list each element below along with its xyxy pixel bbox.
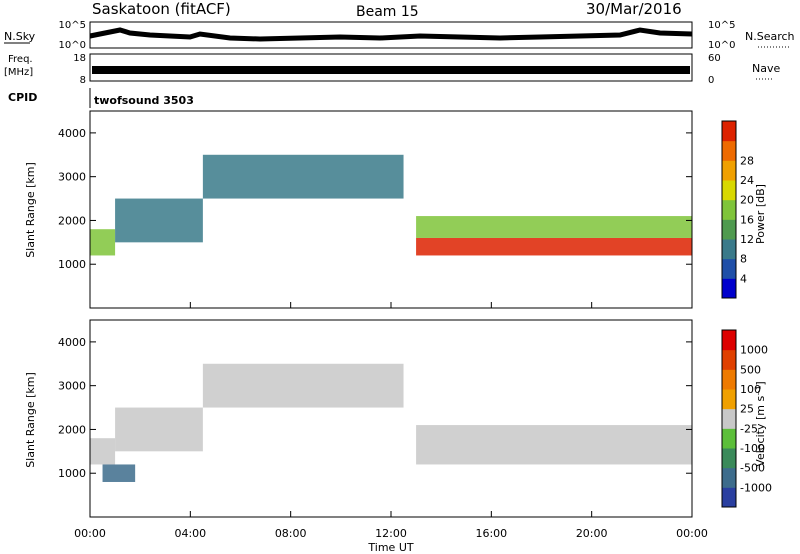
power-colorbar-label: Power [dB] — [754, 184, 767, 244]
velocity-colorbar-segment-7 — [722, 349, 736, 370]
power-colorbar-segment-1 — [722, 258, 736, 279]
power-data-layer — [90, 154, 692, 256]
velocity-colorbar-tick-5: -100 — [740, 442, 765, 455]
freq-label: Freq. — [8, 54, 33, 65]
xaxis-tick-label-2: 08:00 — [275, 527, 307, 540]
nave-label: Nave — [752, 62, 780, 75]
xaxis-label: Time UT — [367, 541, 413, 554]
nave-max: 60 — [708, 53, 721, 64]
power-ytick-label-2: 3000 — [58, 171, 86, 184]
time-axis-labels: 00:00 04:00 08:00 12:00 16:00 20:00 00:00 — [74, 527, 708, 540]
velocity-colorbar-segment-1 — [722, 467, 736, 488]
nsearch-max: 10^5 — [708, 20, 735, 31]
xaxis-tick-label-6: 00:00 — [676, 527, 708, 540]
velocity-region-3 — [416, 425, 692, 465]
velocity-colorbar-tick-0: 1000 — [740, 344, 768, 357]
power-y-axis: 1000 2000 3000 4000 — [58, 127, 692, 271]
power-ylabel: Slant Range [km] — [24, 162, 37, 258]
nsearch-min: 10^0 — [708, 40, 735, 51]
power-colorbar-segment-6 — [722, 160, 736, 181]
velocity-y-axis: 1000 2000 3000 4000 — [58, 336, 692, 480]
xaxis-tick-label-5: 20:00 — [576, 527, 608, 540]
velocity-colorbar-segment-4 — [722, 408, 736, 429]
freq-max: 18 — [73, 53, 86, 64]
xaxis-tick-label-0: 00:00 — [74, 527, 106, 540]
velocity-region-4 — [102, 464, 136, 482]
nsky-trace — [89, 27, 693, 42]
beam-title: Beam 15 — [356, 4, 419, 20]
power-colorbar-tick-0: 4 — [740, 272, 747, 285]
date-title: 30/Mar/2016 — [586, 0, 682, 18]
power-colorbar-segment-4 — [722, 199, 736, 220]
power-colorbar-segment-8 — [722, 121, 736, 142]
velocity-x-ticks — [89, 511, 693, 517]
velocity-colorbar-segment-0 — [722, 487, 736, 508]
power-ytick-label-3: 4000 — [58, 127, 86, 140]
velocity-colorbar: 1000 500 100 25 -25 -100 -500 -1000 — [721, 329, 772, 508]
nsky-label: N.Sky — [4, 30, 36, 43]
velocity-colorbar-segment-5 — [722, 389, 736, 410]
velocity-region-1 — [115, 407, 203, 452]
velocity-colorbar-frame — [721, 329, 737, 508]
freq-min: 8 — [80, 75, 86, 86]
velocity-region-0 — [90, 438, 116, 465]
velocity-panel: 1000 2000 3000 4000 Slant Range [km] — [24, 319, 693, 518]
velocity-colorbar-segment-6 — [722, 369, 736, 390]
velocity-data-layer — [90, 363, 692, 482]
velocity-colorbar-segment-2 — [722, 448, 736, 469]
power-colorbar-segment-7 — [722, 140, 736, 161]
power-colorbar-tick-6: 28 — [740, 154, 754, 167]
velocity-colorbar-tick-7: -1000 — [740, 481, 772, 494]
power-region-3 — [416, 237, 692, 256]
nsky-max: 10^5 — [59, 20, 86, 31]
power-region-2 — [202, 154, 404, 199]
velocity-colorbar-segment-3 — [722, 428, 736, 449]
power-colorbar: 4 8 12 16 20 24 28 — [721, 120, 754, 299]
freq-unit: [MHz] — [4, 67, 33, 78]
cpid-value: twofsound 3503 — [94, 94, 194, 107]
power-panel: 1000 2000 3000 4000 Slant Range [km] — [24, 110, 693, 309]
site-title: Saskatoon (fitACF) — [92, 0, 231, 18]
velocity-colorbar-segment-8 — [722, 330, 736, 351]
velocity-ytick-label-1: 2000 — [58, 423, 86, 436]
power-colorbar-segment-2 — [722, 239, 736, 260]
cpid-label: CPID — [8, 91, 37, 104]
power-colorbar-tick-3: 16 — [740, 213, 754, 226]
power-colorbar-segment-5 — [722, 180, 736, 201]
xaxis-tick-label-4: 16:00 — [475, 527, 507, 540]
power-colorbar-tick-4: 20 — [740, 194, 754, 207]
power-ytick-label-0: 1000 — [58, 258, 86, 271]
velocity-colorbar-tick-3: 25 — [740, 403, 754, 416]
power-colorbar-tick-1: 8 — [740, 253, 747, 266]
power-colorbar-segment-3 — [722, 219, 736, 240]
freq-panel — [89, 53, 693, 82]
xaxis-tick-label-3: 12:00 — [375, 527, 407, 540]
power-colorbar-segment-0 — [722, 278, 736, 299]
velocity-colorbar-label: Velocity [m s⁻¹] — [754, 381, 767, 466]
power-colorbar-tick-5: 24 — [740, 174, 754, 187]
power-x-ticks — [89, 302, 693, 308]
nave-min: 0 — [708, 75, 714, 86]
nsky-min: 10^0 — [59, 40, 86, 51]
velocity-colorbar-tick-1: 500 — [740, 363, 761, 376]
power-region-1 — [115, 198, 203, 243]
power-ytick-label-1: 2000 — [58, 214, 86, 227]
power-region-4 — [416, 216, 692, 238]
xaxis-tick-label-1: 04:00 — [174, 527, 206, 540]
velocity-colorbar-tick-6: -500 — [740, 462, 765, 475]
velocity-ytick-label-2: 3000 — [58, 380, 86, 393]
velocity-colorbar-tick-4: -25 — [740, 422, 758, 435]
velocity-ytick-label-0: 1000 — [58, 467, 86, 480]
velocity-region-2 — [202, 363, 404, 408]
velocity-colorbar-tick-2: 100 — [740, 383, 761, 396]
velocity-ylabel: Slant Range [km] — [24, 372, 37, 468]
freq-nave-trace — [92, 66, 690, 74]
power-colorbar-tick-2: 12 — [740, 233, 754, 246]
nsearch-label: N.Search — [745, 30, 795, 43]
power-region-0 — [90, 229, 116, 256]
velocity-ytick-label-3: 4000 — [58, 336, 86, 349]
power-colorbar-frame — [721, 120, 737, 299]
